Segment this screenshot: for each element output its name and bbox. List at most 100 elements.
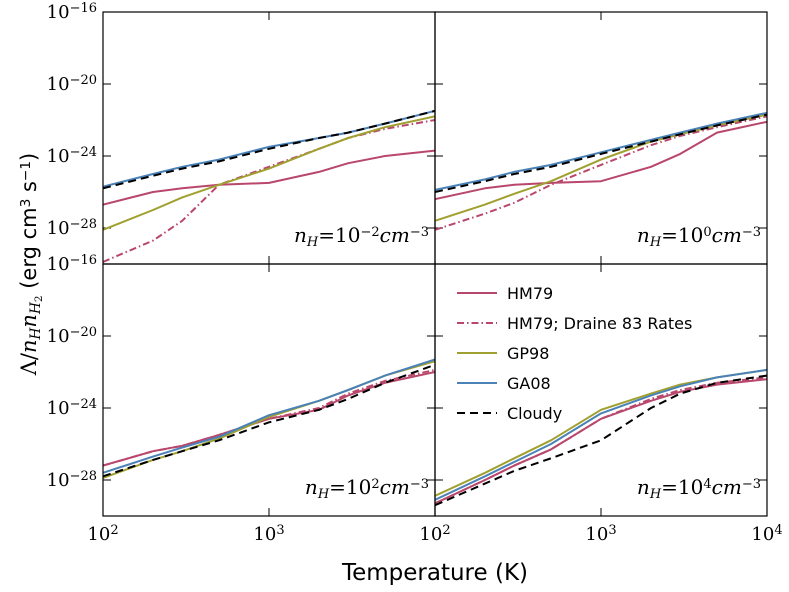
text-part: 0	[703, 225, 711, 240]
series-line	[103, 368, 435, 467]
y-tick-label: 10−20	[47, 73, 97, 95]
text-part: 2	[33, 295, 45, 302]
tick-base: 10	[47, 398, 70, 419]
series-line	[435, 113, 767, 193]
series-line	[435, 120, 767, 201]
tick-base: 10	[419, 524, 442, 545]
text-part: (erg cm	[17, 207, 41, 295]
tick-base: 10	[47, 470, 70, 491]
y-axis-label: Λ/nHnH2 (erg cm3 s−1)	[17, 153, 45, 377]
tick-exponent: −20	[70, 325, 97, 340]
series-line	[103, 371, 435, 467]
legend-label: Cloudy	[507, 404, 562, 423]
text-part: cm	[712, 223, 742, 247]
text-part: n	[637, 475, 650, 499]
tick-exponent: −16	[70, 253, 97, 268]
legend-label: GP98	[507, 344, 549, 363]
series-line	[103, 358, 435, 474]
text-part: H	[317, 487, 330, 502]
text-part: −1	[18, 161, 34, 181]
y-tick-label: 10−16	[47, 1, 97, 23]
text-part: n	[637, 223, 650, 247]
series-line	[435, 378, 767, 505]
tick-base: 10	[87, 524, 110, 545]
tick-exponent: −24	[70, 397, 97, 412]
y-tick-label: 10−24	[47, 145, 97, 167]
tick-exponent: −28	[70, 217, 97, 232]
text-part: =10	[318, 223, 360, 247]
lines	[435, 111, 767, 231]
text-part: n	[17, 314, 41, 328]
text-part: H	[28, 326, 44, 340]
tick-base: 10	[47, 254, 70, 275]
text-part: n	[294, 223, 307, 247]
annotation: nH=104cm−3	[637, 475, 761, 502]
tick-base: 10	[253, 524, 276, 545]
tick-exponent: 2	[110, 523, 118, 538]
x-tick-label: 104	[751, 523, 782, 545]
text-part: −2	[360, 225, 379, 240]
tick-exponent: −28	[70, 469, 97, 484]
text-part: −3	[410, 477, 429, 492]
text-part: )	[17, 153, 41, 161]
series-line	[435, 115, 767, 231]
tick-exponent: 2	[442, 523, 450, 538]
tick-exponent: −20	[70, 73, 97, 88]
series-line	[435, 111, 767, 191]
text-part: −3	[742, 225, 761, 240]
tick-exponent: 3	[608, 523, 616, 538]
legend-label: HM79; Draine 83 Rates	[507, 314, 692, 333]
y-tick-label: 10−20	[47, 325, 97, 347]
text-part: Λ/	[17, 352, 41, 376]
text-part: =10	[661, 475, 703, 499]
panel: nH=100cm−3	[434, 11, 768, 265]
tick-base: 10	[751, 524, 774, 545]
text-part: cm	[380, 475, 410, 499]
tick-base: 10	[585, 524, 608, 545]
text-part: n	[305, 475, 318, 499]
series-line	[103, 363, 435, 478]
text-part: 2	[371, 477, 379, 492]
x-tick-label: 102	[87, 523, 118, 545]
lines	[103, 358, 435, 479]
tick-base: 10	[47, 218, 70, 239]
text-part: H	[28, 301, 44, 315]
annotation: nH=10−2cm−3	[294, 223, 429, 250]
tick-base: 10	[47, 326, 70, 347]
tick-base: 10	[47, 146, 70, 167]
tick-exponent: 4	[774, 523, 782, 538]
x-tick-label: 102	[419, 523, 450, 545]
x-axis-label: Temperature (K)	[341, 560, 528, 586]
y-tick-label: 10−28	[47, 217, 97, 239]
x-tick-label: 103	[253, 523, 284, 545]
tick-base: 10	[47, 74, 70, 95]
text-part: H	[649, 487, 662, 502]
text-part: −3	[742, 477, 761, 492]
tick-base: 10	[47, 2, 70, 23]
text-part: =10	[329, 475, 371, 499]
series-line	[103, 149, 435, 206]
series-line	[435, 368, 767, 501]
tick-exponent: 3	[276, 523, 284, 538]
y-tick-label: 10−28	[47, 469, 97, 491]
legend-label: GA08	[507, 374, 551, 393]
text-part: =10	[661, 223, 703, 247]
annotation: nH=100cm−3	[637, 223, 761, 250]
y-tick-label: 10−24	[47, 397, 97, 419]
tick-exponent: −24	[70, 145, 97, 160]
text-part: 4	[703, 477, 711, 492]
x-tick-label: 103	[585, 523, 616, 545]
series-line	[435, 376, 767, 505]
series-line	[103, 119, 435, 263]
legend-label: HM79	[507, 284, 553, 303]
annotation: nH=102cm−3	[305, 475, 429, 502]
tick-exponent: −16	[70, 1, 97, 16]
text-part: cm	[712, 475, 742, 499]
frame	[434, 263, 768, 517]
text-part: cm	[380, 223, 410, 247]
text-part: s	[17, 181, 41, 199]
series-line	[435, 113, 767, 222]
